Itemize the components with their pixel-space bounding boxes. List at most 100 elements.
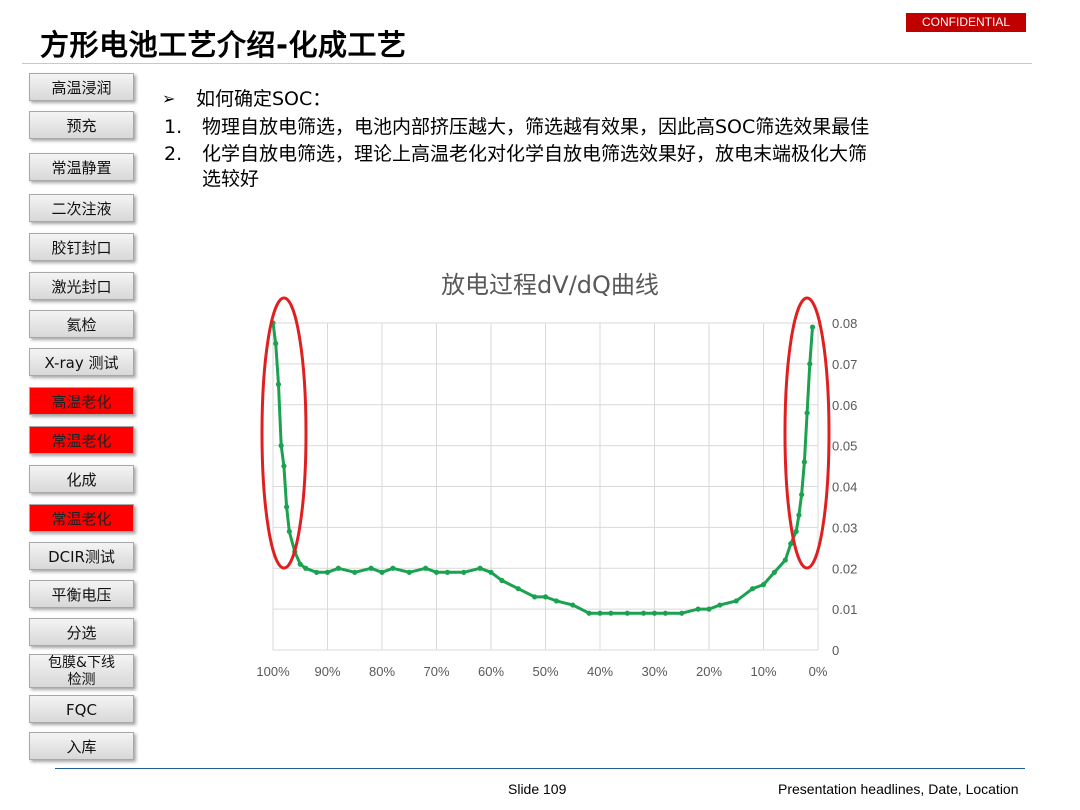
y-tick-label: 0.02 <box>832 561 857 576</box>
data-point <box>788 541 794 547</box>
x-tick-label: 90% <box>314 664 340 679</box>
data-point <box>804 410 810 416</box>
data-point <box>275 381 282 387</box>
data-point <box>444 569 450 575</box>
data-point <box>488 569 494 575</box>
sidebar-step-18[interactable]: 入库 <box>29 732 134 760</box>
data-point <box>477 565 483 571</box>
data-point <box>515 586 521 592</box>
data-point <box>352 569 358 575</box>
data-point <box>651 610 658 616</box>
sidebar-step-7[interactable]: 氦检 <box>29 310 134 338</box>
data-point <box>733 598 739 604</box>
sidebar-step-11[interactable]: 化成 <box>29 465 134 493</box>
data-point <box>335 565 341 571</box>
sidebar-step-4[interactable]: 二次注液 <box>29 194 134 222</box>
chart-title: 放电过程dV/dQ曲线 <box>441 271 659 299</box>
page-title: 方形电池工艺介绍-化成工艺 <box>40 28 407 62</box>
y-tick-label: 0.01 <box>832 602 857 617</box>
x-tick-label: 60% <box>478 664 504 679</box>
data-point <box>760 582 767 588</box>
data-point <box>801 459 807 465</box>
data-point <box>750 586 756 592</box>
x-tick-label: 30% <box>641 664 667 679</box>
y-tick-label: 0.03 <box>832 520 857 535</box>
x-tick-label: 20% <box>696 664 722 679</box>
data-point <box>793 528 799 535</box>
sidebar-step-6[interactable]: 激光封口 <box>29 272 134 300</box>
data-point <box>553 598 559 604</box>
sidebar-step-1[interactable]: 高温浸润 <box>29 73 134 101</box>
data-point <box>532 594 538 600</box>
data-point <box>570 602 576 608</box>
point-2-number: 2. <box>164 143 183 165</box>
data-point <box>706 606 712 612</box>
data-point <box>796 512 802 518</box>
data-point <box>368 565 374 571</box>
point-1-text: 物理自放电筛选，电池内部挤压越大，筛选越有效果，因此高SOC筛选效果最佳 <box>202 116 870 138</box>
sidebar-step-8[interactable]: X-ray 测试 <box>29 348 134 376</box>
data-point <box>717 602 723 608</box>
title-divider <box>22 63 1032 64</box>
x-tick-label: 100% <box>256 664 290 679</box>
x-tick-label: 50% <box>532 664 558 679</box>
x-tick-label: 0% <box>809 664 828 679</box>
sidebar-step-10[interactable]: 常温老化 <box>29 426 134 454</box>
sidebar-step-3[interactable]: 常温静置 <box>29 153 134 181</box>
data-point <box>771 569 778 575</box>
sidebar-step-9[interactable]: 高温老化 <box>29 387 134 415</box>
data-point <box>608 610 614 616</box>
footer-divider <box>55 768 1025 769</box>
data-point <box>695 606 701 612</box>
data-point <box>273 340 279 347</box>
footer-location: Presentation headlines, Date, Location <box>778 781 1019 797</box>
data-point <box>406 569 412 575</box>
data-point <box>542 594 549 600</box>
content-heading: 如何确定SOC： <box>196 88 332 110</box>
arrow-bullet-icon: ➢ <box>162 89 176 108</box>
right-highlight-ellipse <box>783 296 831 570</box>
data-point <box>662 610 668 616</box>
data-point <box>297 561 303 567</box>
data-point <box>284 504 290 510</box>
x-tick-label: 10% <box>750 664 776 679</box>
footer-slide-number: Slide 109 <box>508 781 567 797</box>
data-point <box>782 557 788 563</box>
sidebar-step-14[interactable]: 平衡电压 <box>29 580 134 608</box>
data-point <box>433 569 440 575</box>
y-tick-label: 0.07 <box>832 357 857 372</box>
data-point <box>597 610 603 616</box>
y-tick-label: 0.08 <box>832 316 857 331</box>
data-point <box>499 577 505 584</box>
sidebar-step-13[interactable]: DCIR测试 <box>29 542 134 570</box>
data-point <box>809 324 816 330</box>
y-tick-label: 0.05 <box>832 439 857 454</box>
data-point <box>624 610 630 616</box>
y-tick-label: 0 <box>832 643 839 658</box>
sidebar-step-2[interactable]: 预充 <box>29 111 134 139</box>
confidential-badge: CONFIDENTIAL <box>906 13 1026 32</box>
data-point <box>281 463 287 469</box>
data-point <box>641 610 647 616</box>
x-tick-label: 80% <box>369 664 395 679</box>
data-point <box>586 610 592 616</box>
data-point <box>303 565 309 571</box>
sidebar-step-15[interactable]: 分选 <box>29 618 134 646</box>
data-point <box>461 569 467 575</box>
series-line <box>271 322 814 615</box>
sidebar-step-5[interactable]: 胶钉封口 <box>29 233 134 261</box>
sidebar-step-12[interactable]: 常温老化 <box>29 504 134 532</box>
sidebar-step-17[interactable]: FQC <box>29 695 134 723</box>
data-point <box>807 361 813 367</box>
data-point <box>379 569 385 575</box>
sidebar-step-16[interactable]: 包膜&下线检测 <box>29 654 134 688</box>
point-2-text-line1: 化学自放电筛选，理论上高温老化对化学自放电筛选效果好，放电末端极化大筛 <box>202 143 868 165</box>
data-point <box>324 569 331 575</box>
chart-svg: 放电过程dV/dQ曲线 0 0.01 0.02 0.03 0.04 0.05 0.06 0.07… <box>256 271 857 679</box>
data-point <box>390 565 396 571</box>
x-tick-label: 40% <box>587 664 613 679</box>
data-point <box>423 565 429 571</box>
data-point <box>679 610 685 616</box>
data-point <box>286 528 292 535</box>
y-tick-label: 0.06 <box>832 398 857 413</box>
